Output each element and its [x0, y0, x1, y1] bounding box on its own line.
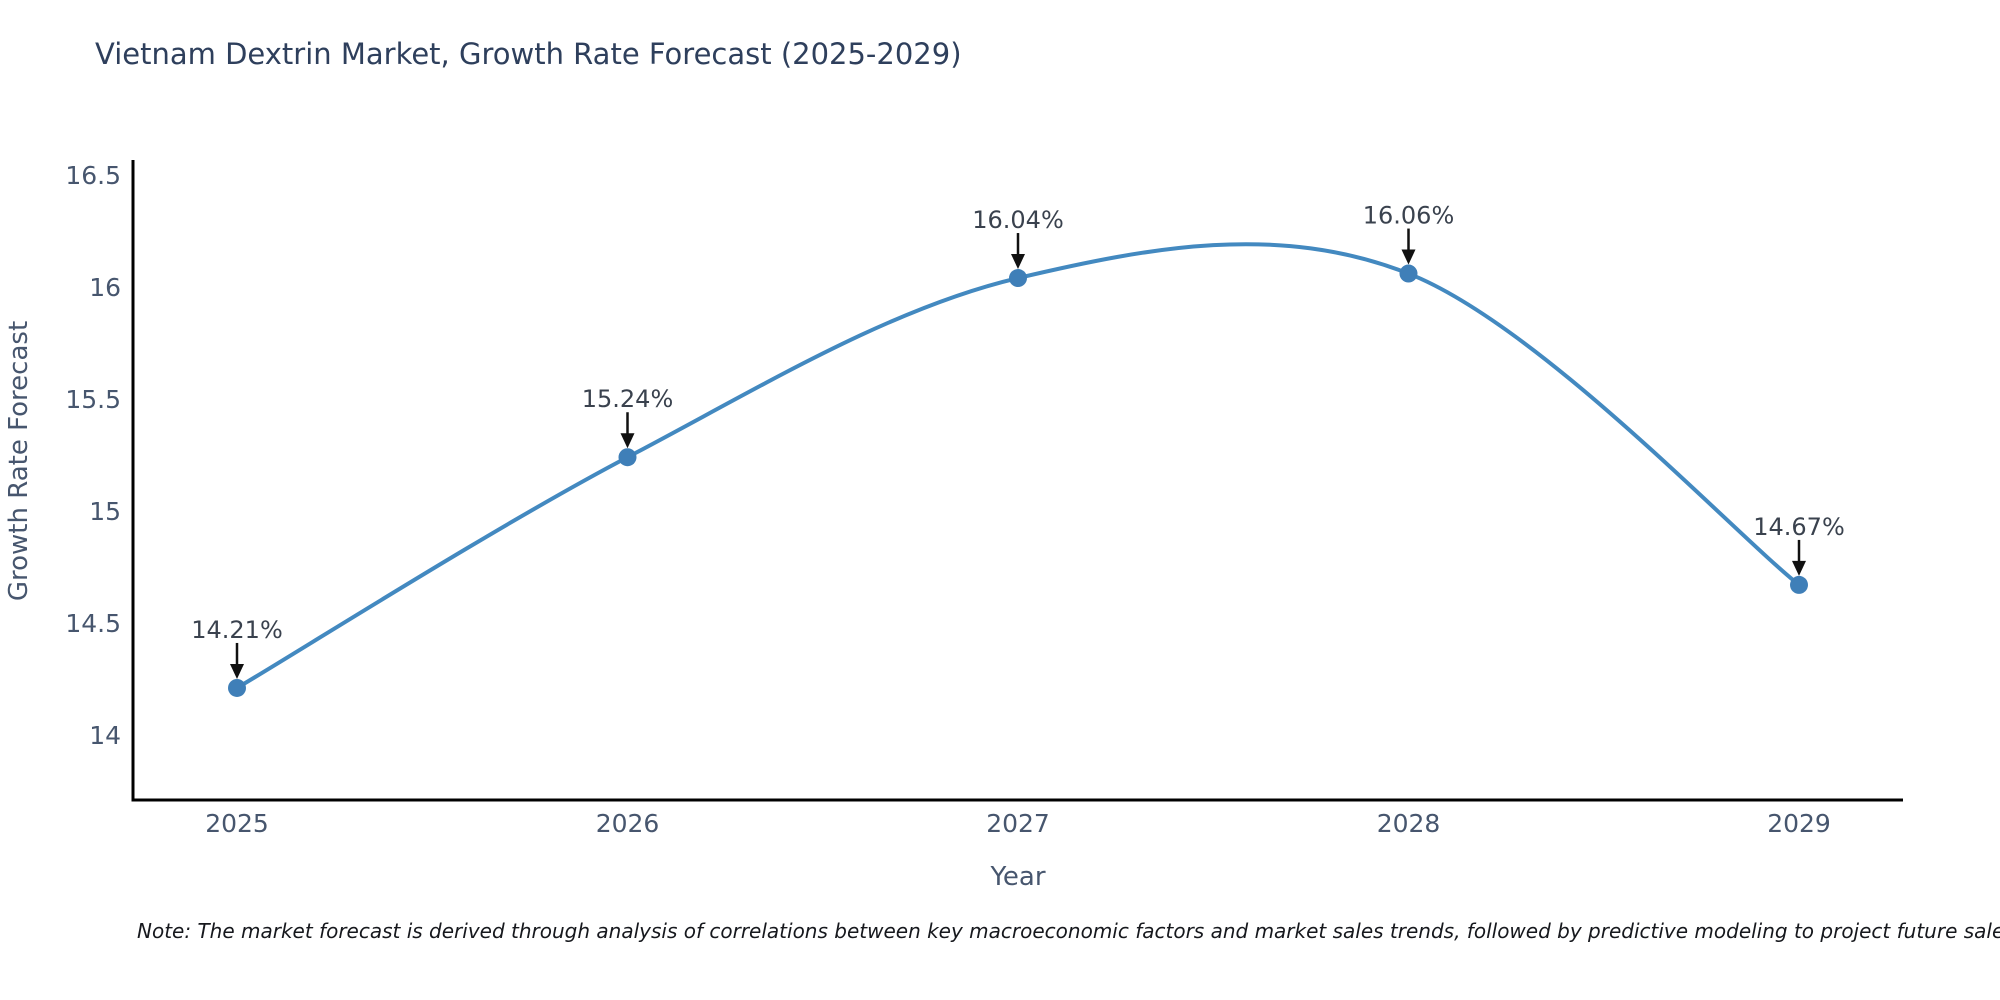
point-value-label: 15.24% — [582, 385, 674, 413]
y-tick-label: 14 — [89, 721, 121, 750]
x-axis-title: Year — [989, 862, 1045, 892]
point-value-label: 14.21% — [191, 616, 283, 644]
tick-labels-layer: 14 14.5 15 15.5 16 16.5 2025 2026 2027 2028 2029 — [65, 161, 1830, 838]
annotation-arrowhead-icon — [1401, 249, 1416, 265]
y-tick-label: 16.5 — [65, 161, 121, 190]
x-tick-label: 2029 — [1767, 809, 1831, 838]
y-tick-label: 14.5 — [65, 609, 121, 638]
line-series — [235, 242, 1801, 690]
x-tick-label: 2028 — [1377, 809, 1441, 838]
footnote: Note: The market forecast is derived thr… — [137, 919, 2000, 943]
data-point-marker — [228, 678, 246, 697]
y-axis-title: Growth Rate Forecast — [4, 321, 34, 601]
point-value-label: 16.06% — [1363, 202, 1455, 230]
x-tick-label: 2025 — [205, 809, 269, 838]
annotation-arrowhead-icon — [1792, 560, 1806, 576]
chart-title: Vietnam Dextrin Market, Growth Rate Fore… — [95, 37, 962, 71]
annotation-arrowhead-icon — [230, 663, 244, 679]
x-tick-label: 2027 — [986, 809, 1050, 838]
data-point-marker — [1399, 264, 1418, 283]
annotation-arrowhead-icon — [1011, 254, 1025, 270]
series-layer — [228, 242, 1808, 697]
data-point-marker — [1009, 269, 1027, 288]
y-tick-label: 15.5 — [65, 385, 121, 414]
annotations-layer: 14.21% 15.24% 16.04% 16.06% 14.67% — [191, 202, 1845, 679]
annotation-arrowhead-icon — [620, 433, 635, 449]
point-value-label: 16.04% — [972, 206, 1064, 234]
x-tick-label: 2026 — [596, 809, 660, 838]
y-tick-label: 15 — [89, 497, 121, 526]
data-point-marker — [1790, 575, 1808, 594]
point-value-label: 14.67% — [1753, 513, 1845, 541]
y-tick-label: 16 — [89, 273, 121, 302]
data-point-marker — [618, 448, 637, 467]
